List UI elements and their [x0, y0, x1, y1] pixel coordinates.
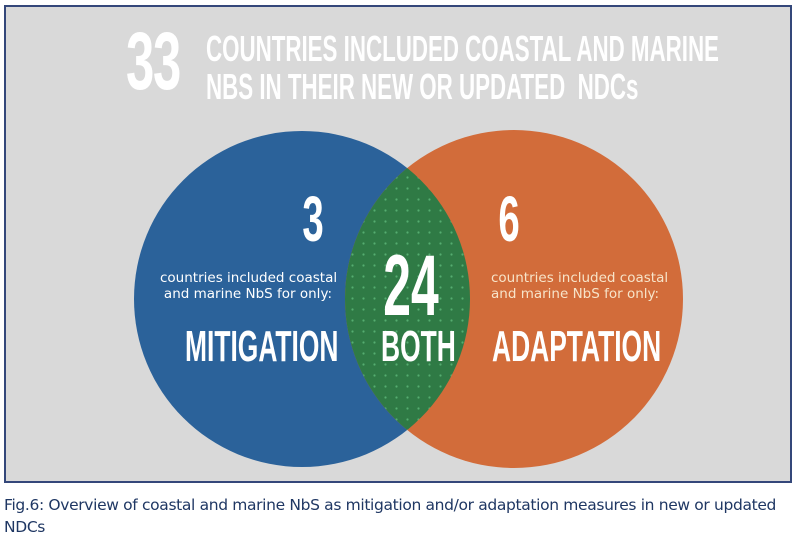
mitigation-description: countries included coastal and marine Nb…: [160, 270, 337, 302]
total-count: 33: [126, 16, 181, 107]
venn-diagram: [134, 130, 683, 468]
adaptation-count: 6: [498, 183, 520, 255]
header-title: COUNTRIES INCLUDED COASTAL AND MARINE NB…: [206, 30, 719, 106]
mitigation-description-line-1: countries included coastal: [160, 270, 338, 286]
adaptation-label: ADAPTATION: [492, 322, 662, 371]
mitigation-description-line-2: and marine NbS for only:: [163, 286, 332, 302]
infographic-frame: 33 COUNTRIES INCLUDED COASTAL AND MARINE…: [4, 5, 792, 483]
adaptation-description-line-2: and marine NbS for only:: [491, 286, 660, 302]
adaptation-description-line-1: countries included coastal: [491, 270, 669, 286]
figure-caption: Fig.6: Overview of coastal and marine Nb…: [4, 496, 777, 536]
mitigation-count: 3: [302, 183, 324, 255]
adaptation-description: countries included coastal and marine Nb…: [491, 270, 668, 302]
both-count: 24: [383, 238, 439, 334]
header-line-1: COUNTRIES INCLUDED COASTAL AND MARINE: [206, 28, 719, 69]
both-label: BOTH: [381, 322, 456, 371]
both-intersection: [345, 131, 470, 467]
header-line-2: NBS IN THEIR NEW OR UPDATED NDCs: [206, 66, 639, 107]
mitigation-label: MITIGATION: [185, 322, 339, 371]
